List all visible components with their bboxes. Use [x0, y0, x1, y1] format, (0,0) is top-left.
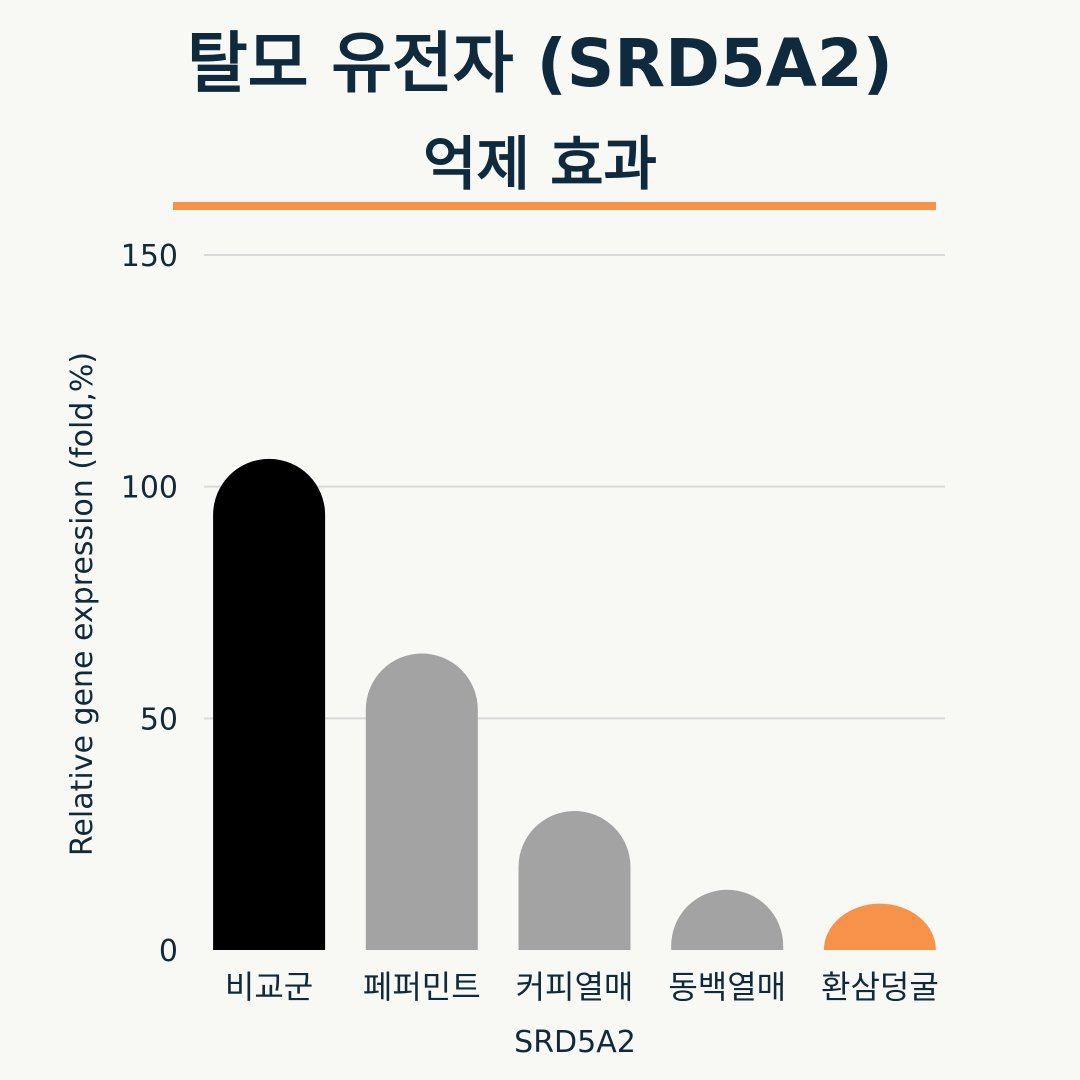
y-axis-ticks: 0 50 100 150 — [121, 239, 178, 969]
chart-title: 탈모 유전자 (SRD5A2) — [187, 25, 893, 102]
chart-subtitle: 억제 효과 — [423, 130, 657, 198]
bar-4 — [671, 889, 784, 950]
x-tick-label: 동백열매 — [668, 968, 786, 1006]
title-underline — [173, 202, 936, 210]
x-tick-label: 비교군 — [225, 968, 313, 1006]
x-axis-label: SRD5A2 — [514, 1025, 636, 1060]
bars — [213, 458, 936, 950]
x-axis-ticks: 비교군 페퍼민트 커피열매 동백열매 환삼덩굴 — [225, 968, 939, 1006]
x-tick-label: 커피열매 — [516, 968, 634, 1006]
y-axis-label: Relative gene expression (fold,%) — [65, 352, 100, 856]
x-tick-label: 환삼덩굴 — [821, 968, 939, 1006]
bar-2 — [365, 653, 478, 950]
y-tick-label: 150 — [121, 239, 178, 274]
y-tick-label: 100 — [121, 471, 178, 506]
x-tick-label: 페퍼민트 — [363, 968, 481, 1006]
gridlines — [204, 254, 945, 720]
y-tick-label: 0 — [159, 934, 178, 969]
bar-1 — [213, 458, 326, 950]
y-tick-label: 50 — [140, 702, 178, 737]
bar-5 — [823, 903, 936, 950]
bar-3 — [518, 811, 631, 950]
